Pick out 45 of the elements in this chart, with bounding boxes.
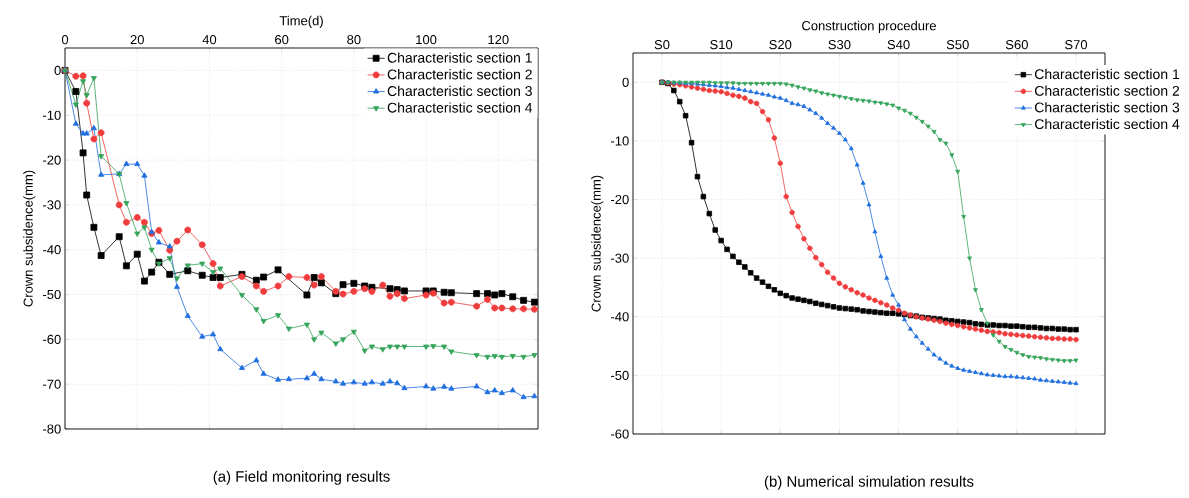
x-tick-label: 20	[130, 35, 144, 45]
y-tick-label: 0	[54, 65, 61, 76]
text: (a) Field monitoring results	[213, 470, 390, 485]
y-tick-label: -30	[611, 253, 629, 263]
x-tick-label: 80	[347, 35, 361, 45]
x-tick-label: S20	[769, 40, 792, 50]
y-tick-label: -70	[43, 379, 61, 389]
x-tick-label: S40	[887, 40, 910, 50]
x-tick-label: S0	[654, 40, 670, 50]
x-tick-label: S60	[1005, 40, 1028, 50]
x-tick-label: 40	[202, 35, 217, 45]
y-tick-label: -20	[43, 155, 61, 165]
x-tick-label: S70	[1065, 40, 1088, 50]
y-tick-label: -40	[43, 245, 61, 255]
x-tick-label: 0	[61, 35, 69, 45]
x-tick-label: 60	[275, 35, 289, 45]
x-tick-label: 100	[416, 35, 437, 45]
y-tick-label: -10	[611, 136, 629, 146]
x-tick-label: S10	[710, 40, 733, 50]
y-tick-label: -80	[43, 424, 61, 434]
legend-label: Characteristic section 3	[387, 85, 532, 97]
y-tick-label: -20	[611, 194, 629, 205]
legend-label: Characteristic section 1	[1034, 68, 1180, 80]
y-tick-label: -10	[43, 110, 61, 120]
x-tick-label: S50	[946, 40, 969, 50]
legend-label: Characteristic section 2	[387, 69, 532, 80]
legend-label: Characteristic section 1	[387, 52, 532, 63]
x-axis-title: Construction procedure	[802, 20, 936, 33]
y-axis-title: Crown subsidence(mm)	[591, 175, 604, 312]
y-tick-label: -30	[43, 200, 61, 210]
y-tick-label: 0	[622, 77, 629, 87]
y-tick-label: -40	[611, 312, 629, 322]
legend-label: Characteristic section 3	[1034, 102, 1180, 113]
x-tick-label: S30	[828, 40, 851, 50]
legend-label: Characteristic section 4	[387, 102, 533, 113]
text: (b) Numerical simulation results	[764, 475, 974, 490]
x-axis-title: Time(d)	[279, 15, 323, 28]
legend-label: Characteristic section 2	[1034, 85, 1180, 96]
y-tick-label: -50	[43, 289, 61, 300]
x-tick-label: 120	[488, 35, 509, 45]
y-axis-title: Crown subsidence(mm)	[23, 170, 36, 307]
legend-label: Characteristic section 4	[1034, 118, 1180, 130]
y-tick-label: -60	[43, 334, 61, 344]
y-tick-label: -60	[611, 429, 629, 439]
y-tick-label: -50	[611, 370, 629, 380]
